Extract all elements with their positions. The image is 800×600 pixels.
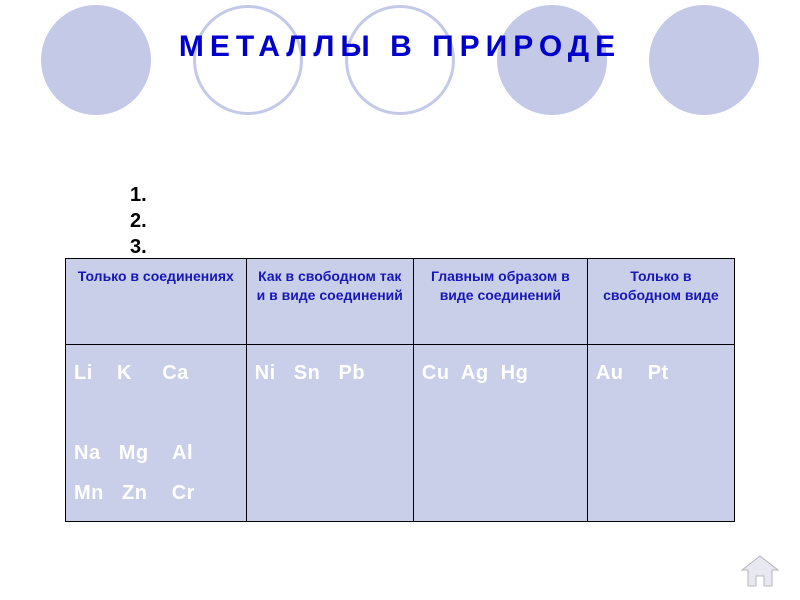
cell-mainly-compounds: Cu Ag Hg [413, 345, 587, 522]
cell-compounds-only: Li K Ca Na Mg Al Mn Zn Cr [66, 345, 247, 522]
table-data-row: Li K Ca Na Mg Al Mn Zn Cr Ni Sn Pb Cu Ag… [66, 345, 735, 522]
header-free-only: Только в свободном виде [587, 259, 734, 345]
header-mainly-compounds: Главным образом в виде соединений [413, 259, 587, 345]
numbered-list: 1. 2. 3. [130, 182, 147, 260]
metals-table: Только в соединениях Как в свободном так… [65, 258, 735, 522]
cell-free-and-compounds: Ni Sn Pb [246, 345, 413, 522]
cell-free-only: Au Pt [587, 345, 734, 522]
header-compounds-only: Только в соединениях [66, 259, 247, 345]
slide-title: МЕТАЛЛЫ В ПРИРОДЕ [0, 30, 800, 64]
list-item-2: 2. [130, 208, 147, 234]
header-free-and-compounds: Как в свободном так и в виде соединений [246, 259, 413, 345]
list-item-1: 1. [130, 182, 147, 208]
table-header-row: Только в соединениях Как в свободном так… [66, 259, 735, 345]
home-icon[interactable] [740, 554, 780, 588]
list-item-3: 3. [130, 234, 147, 260]
